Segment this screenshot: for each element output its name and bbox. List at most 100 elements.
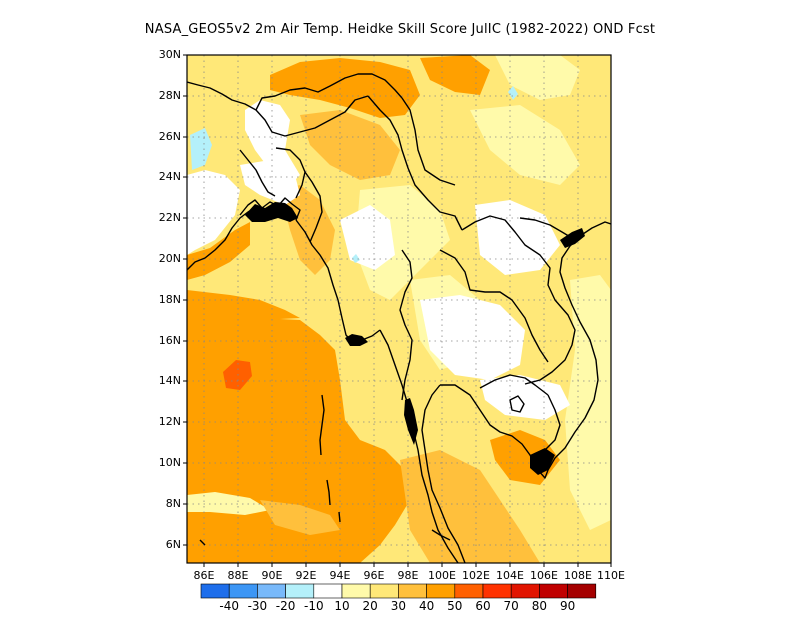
colorbar-label: 80 — [531, 599, 548, 613]
peninsula-west-coast — [379, 329, 459, 563]
field-bay-orange-2 — [187, 290, 300, 320]
colorbar-label: 10 — [334, 599, 350, 613]
lat-label: 16N — [158, 334, 181, 347]
delta-islands — [245, 202, 585, 475]
irrawaddy-delta — [345, 334, 368, 346]
colorbar-swatch — [228, 583, 258, 599]
india-north-border — [187, 81, 257, 111]
peninsula-east-coast — [421, 384, 466, 563]
field-north-orange-2 — [420, 55, 490, 95]
colorbar-label: -10 — [303, 599, 324, 613]
field-neg-mid — [352, 254, 360, 263]
coastlines-borders — [187, 73, 611, 563]
lat-label: 28N — [158, 89, 181, 102]
skill-field — [187, 55, 611, 563]
lat-label: 24N — [158, 170, 181, 183]
colorbar-swatch — [200, 583, 230, 599]
thai-cambodia-border — [479, 374, 549, 396]
gulf-upper-shore — [440, 221, 611, 479]
field-neg-north — [508, 86, 518, 100]
lon-label: 88E — [227, 569, 249, 582]
field-white-bangladesh — [240, 160, 300, 205]
colorbar-swatch — [454, 583, 484, 599]
lon-label: 102E — [462, 569, 490, 582]
colorbar-label: -40 — [219, 599, 239, 613]
colorbar-swatch — [313, 583, 343, 599]
colorbar-label: 60 — [475, 599, 491, 613]
field-white-cambodia — [480, 375, 570, 420]
lat-label: 20N — [158, 252, 181, 265]
colorbar-swatch — [482, 583, 512, 599]
laos-thai-border — [439, 249, 549, 363]
field-white-myanmar — [340, 205, 395, 270]
china-vietnam-border — [519, 217, 573, 239]
myanmar-china-border — [367, 95, 463, 231]
field-bay-light-2 — [260, 500, 340, 535]
field-east-light — [565, 275, 611, 530]
lat-label: 6N — [165, 538, 181, 551]
colorbar-label: 30 — [390, 599, 407, 613]
himalaya-border — [255, 73, 403, 111]
colorbar-swatch — [398, 583, 427, 599]
field-neg-west — [190, 128, 212, 170]
colorbar-swatch — [285, 583, 315, 599]
lon-label: 106E — [530, 569, 558, 582]
lat-label: 22N — [158, 211, 181, 224]
andaman-islands — [199, 394, 341, 546]
colorbar-swatch — [567, 583, 597, 599]
field-north-light — [495, 55, 580, 100]
colorbar-label: 20 — [362, 599, 378, 613]
field-west-orange — [187, 222, 250, 280]
india-bangladesh-border — [239, 149, 276, 197]
india-coast — [187, 207, 256, 271]
colorbar-label: 90 — [559, 599, 576, 613]
lon-label: 108E — [564, 569, 592, 582]
lat-label: 14N — [158, 374, 181, 387]
lon-label: 92E — [295, 569, 317, 582]
lon-label: 96E — [363, 569, 385, 582]
field-white-north — [245, 100, 300, 185]
lon-label: 86E — [193, 569, 215, 582]
lat-label: 30N — [158, 48, 181, 61]
india-myanmar-border — [304, 171, 323, 243]
colorbar-label: 70 — [503, 599, 519, 613]
tick-marks — [183, 54, 612, 567]
colorbar — [200, 583, 597, 599]
north-vietnam-coast — [560, 228, 585, 248]
field-north-orange — [270, 58, 420, 118]
colorbar-swatch — [369, 583, 399, 599]
lat-label: 12N — [158, 415, 181, 428]
map-frame — [186, 54, 612, 564]
colorbar-swatch — [539, 583, 568, 599]
colorbar-swatch — [510, 583, 540, 599]
lat-label: 8N — [165, 497, 181, 510]
lat-label: 18N — [158, 293, 181, 306]
colorbar-label: 50 — [447, 599, 463, 613]
colorbar-swatch — [257, 583, 286, 599]
lon-label: 98E — [397, 569, 419, 582]
field-north-light-2 — [470, 105, 580, 185]
map-title: NASA_GEOS5v2 2m Air Temp. Heidke Skill S… — [144, 22, 656, 37]
lat-label: 10N — [158, 456, 181, 469]
field-white-west — [187, 170, 240, 255]
colorbar-label: 40 — [418, 599, 435, 613]
myanmar-thai-border — [399, 249, 413, 401]
colorbar-swatch — [341, 583, 371, 599]
field-south-orange — [400, 450, 540, 563]
lat-label: 26N — [158, 130, 181, 143]
field-white-laos — [475, 200, 560, 275]
field-north-mid — [300, 110, 400, 180]
thai-malaysia-border — [431, 529, 451, 541]
myeik-archipelago — [404, 398, 418, 445]
colorbar-label: -30 — [247, 599, 268, 613]
field-bay-light — [187, 492, 270, 515]
colorbar-swatch — [426, 583, 456, 599]
north-river — [401, 97, 456, 186]
ne-india-loop — [255, 95, 369, 137]
colorbar-label: -20 — [275, 599, 296, 613]
tonle-sap — [509, 395, 525, 413]
field-white-thai — [420, 295, 525, 380]
lon-label: 110E — [597, 569, 625, 582]
lon-label: 94E — [329, 569, 351, 582]
